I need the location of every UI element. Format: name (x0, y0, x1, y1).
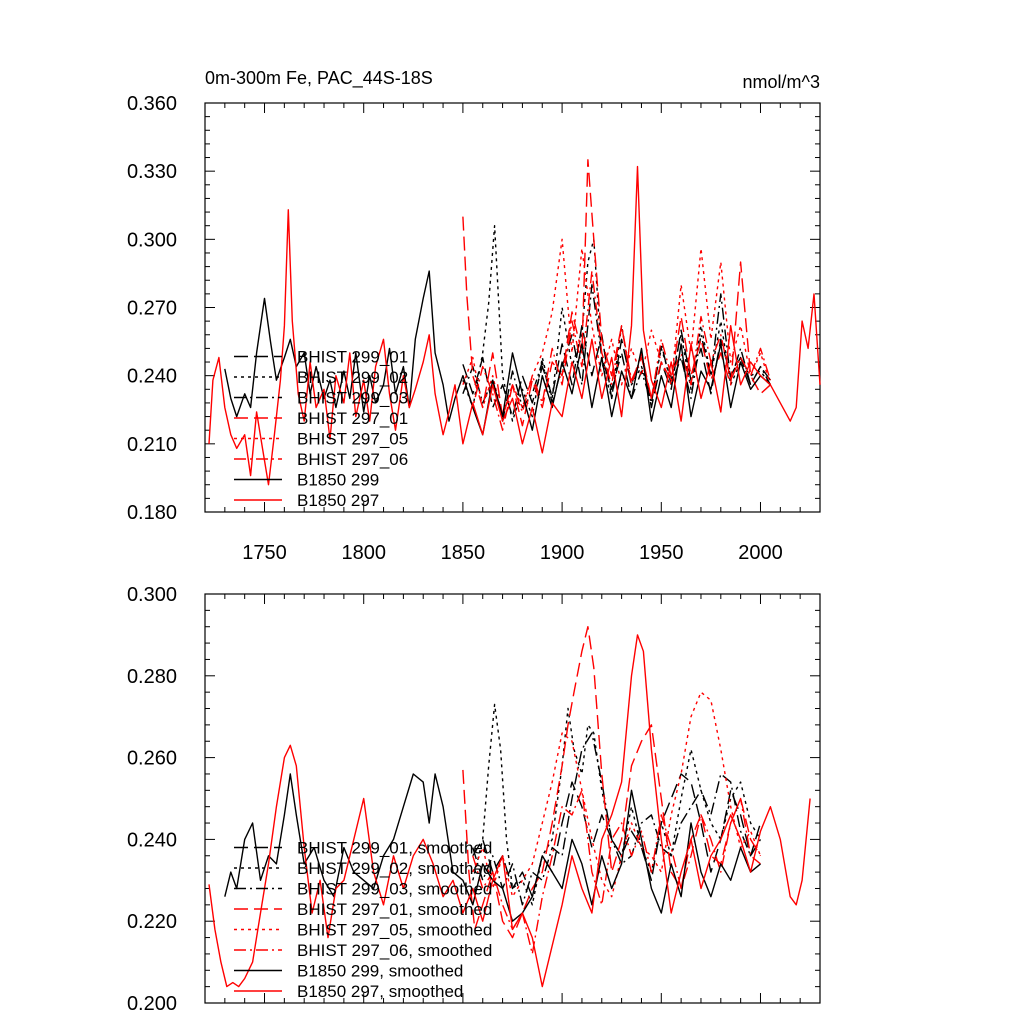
series-line (462, 270, 772, 431)
y-tick-label: 0.300 (127, 229, 177, 251)
y-tick-label: 0.180 (127, 502, 177, 524)
x-tick-label: 2000 (738, 542, 783, 564)
legend-label: BHIST 299_02, smoothed (297, 859, 492, 878)
x-tick-label: 1750 (242, 542, 287, 564)
x-tick-label: 1850 (441, 542, 486, 564)
legend-label: BHIST 297_06, smoothed (297, 941, 492, 960)
y-tick-label: 0.260 (127, 748, 177, 770)
y-tick-label: 0.200 (127, 993, 177, 1015)
legend-label: B1850 297, smoothed (297, 982, 463, 1001)
y-tick-label: 0.270 (127, 298, 177, 320)
x-tick-label: 1950 (639, 542, 684, 564)
y-tick-label: 0.220 (127, 911, 177, 933)
legend-label: BHIST 297_01, smoothed (297, 900, 492, 919)
y-tick-label: 0.210 (127, 434, 177, 456)
y-tick-label: 0.240 (127, 366, 177, 388)
y-tick-label: 0.360 (127, 93, 177, 115)
series-line (208, 165, 821, 486)
bottom-panel: 0.200 0.220 0.240 0.260 0.280 0.300 BHIST 299_… (127, 584, 821, 1015)
y-tick-label: 0.240 (127, 829, 177, 851)
series-line (472, 732, 762, 906)
series-line (462, 238, 772, 418)
series-line (472, 703, 762, 906)
series-line (472, 789, 761, 955)
series-line (208, 634, 811, 988)
legend-label: BHIST 299_03 (297, 389, 408, 408)
legend-label: BHIST 299_01, smoothed (297, 839, 492, 858)
legend-label: BHIST 299_01 (297, 348, 408, 367)
legend-label: BHIST 297_01 (297, 409, 408, 428)
y-tick-label: 0.300 (127, 584, 177, 606)
units-label: nmol/m^3 (743, 72, 820, 92)
legend-label: BHIST 297_05, smoothed (297, 921, 492, 940)
legend-label: BHIST 299_03, smoothed (297, 880, 492, 899)
legend-label: B1850 299 (297, 471, 379, 490)
legend-label: BHIST 297_05 (297, 430, 408, 449)
legend-label: BHIST 299_02 (297, 368, 408, 387)
y-tick-label: 0.280 (127, 666, 177, 688)
legend-label: BHIST 297_06 (297, 450, 408, 469)
x-tick-label: 1800 (341, 542, 386, 564)
series-line (472, 691, 762, 898)
series-line (462, 284, 772, 422)
plot-frame (204, 593, 821, 1004)
x-tick-label: 1900 (540, 542, 585, 564)
legend-label: B1850 297 (297, 491, 379, 510)
chart-title: 0m-300m Fe, PAC_44S-18S (205, 68, 433, 89)
y-tick-label: 0.330 (127, 161, 177, 183)
top-panel: 0m-300m Fe, PAC_44S-18S nmol/m^3 0.180 0.… (127, 68, 821, 564)
series-line (462, 626, 762, 939)
series-line (224, 773, 761, 922)
series-line (224, 270, 771, 436)
legend-label: B1850 299, smoothed (297, 962, 463, 981)
